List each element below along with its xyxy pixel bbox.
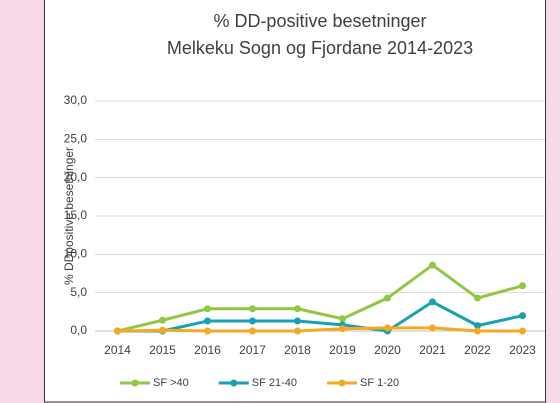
legend-marker — [131, 379, 139, 387]
x-tick-label: 2023 — [509, 343, 536, 357]
series-line — [117, 326, 523, 333]
x-tick-label: 2014 — [104, 343, 131, 357]
point — [474, 322, 481, 330]
legend-marker — [338, 379, 346, 387]
point — [339, 315, 346, 323]
point — [519, 312, 526, 320]
chart-title: % DD-positive besetninger — [213, 11, 426, 31]
point — [294, 327, 301, 335]
point — [249, 305, 256, 313]
x-tick-label: 2016 — [194, 343, 221, 357]
point — [429, 298, 436, 306]
series-line — [117, 263, 523, 333]
point — [384, 324, 391, 332]
x-tick-label: 2021 — [419, 343, 446, 357]
y-axis-label: % DDpositive besetninger — [62, 147, 76, 285]
point — [339, 325, 346, 333]
chart-subtitle: Melkeku Sogn og Fjordane 2014-2023 — [167, 38, 473, 58]
y-tick-label: 30,0 — [64, 93, 88, 107]
x-tick-label: 2019 — [329, 343, 356, 357]
legend-label: SF 21-40 — [252, 377, 297, 389]
point — [249, 327, 256, 335]
point — [204, 305, 211, 313]
point — [519, 282, 526, 290]
y-tick-label: 25,0 — [64, 132, 88, 146]
legend-label: SF 1-20 — [360, 377, 399, 389]
point — [474, 327, 481, 335]
point — [429, 324, 436, 332]
point — [474, 294, 481, 302]
point — [294, 305, 301, 313]
x-tick-label: 2017 — [239, 343, 266, 357]
point — [204, 327, 211, 335]
x-tick-label: 2015 — [149, 343, 176, 357]
point — [249, 317, 256, 325]
x-tick-label: 2018 — [284, 343, 311, 357]
y-tick-label: 20,0 — [64, 170, 88, 184]
point — [204, 317, 211, 325]
point — [384, 294, 391, 302]
chart-area — [44, 0, 546, 403]
y-tick-label: 15,0 — [64, 208, 88, 222]
x-tick-label: 2020 — [374, 343, 401, 357]
point — [159, 316, 166, 324]
point — [114, 327, 121, 335]
point — [519, 327, 526, 335]
x-tick-label: 2022 — [464, 343, 491, 357]
y-tick-label: 5,0 — [70, 285, 87, 299]
point — [429, 261, 436, 269]
point — [159, 326, 166, 334]
legend-label: SF >40 — [153, 377, 189, 389]
legend-marker — [230, 379, 238, 387]
y-tick-label: 10,0 — [64, 247, 88, 261]
point — [294, 317, 301, 325]
y-tick-label: 0,0 — [70, 323, 87, 337]
series-line — [117, 300, 523, 333]
